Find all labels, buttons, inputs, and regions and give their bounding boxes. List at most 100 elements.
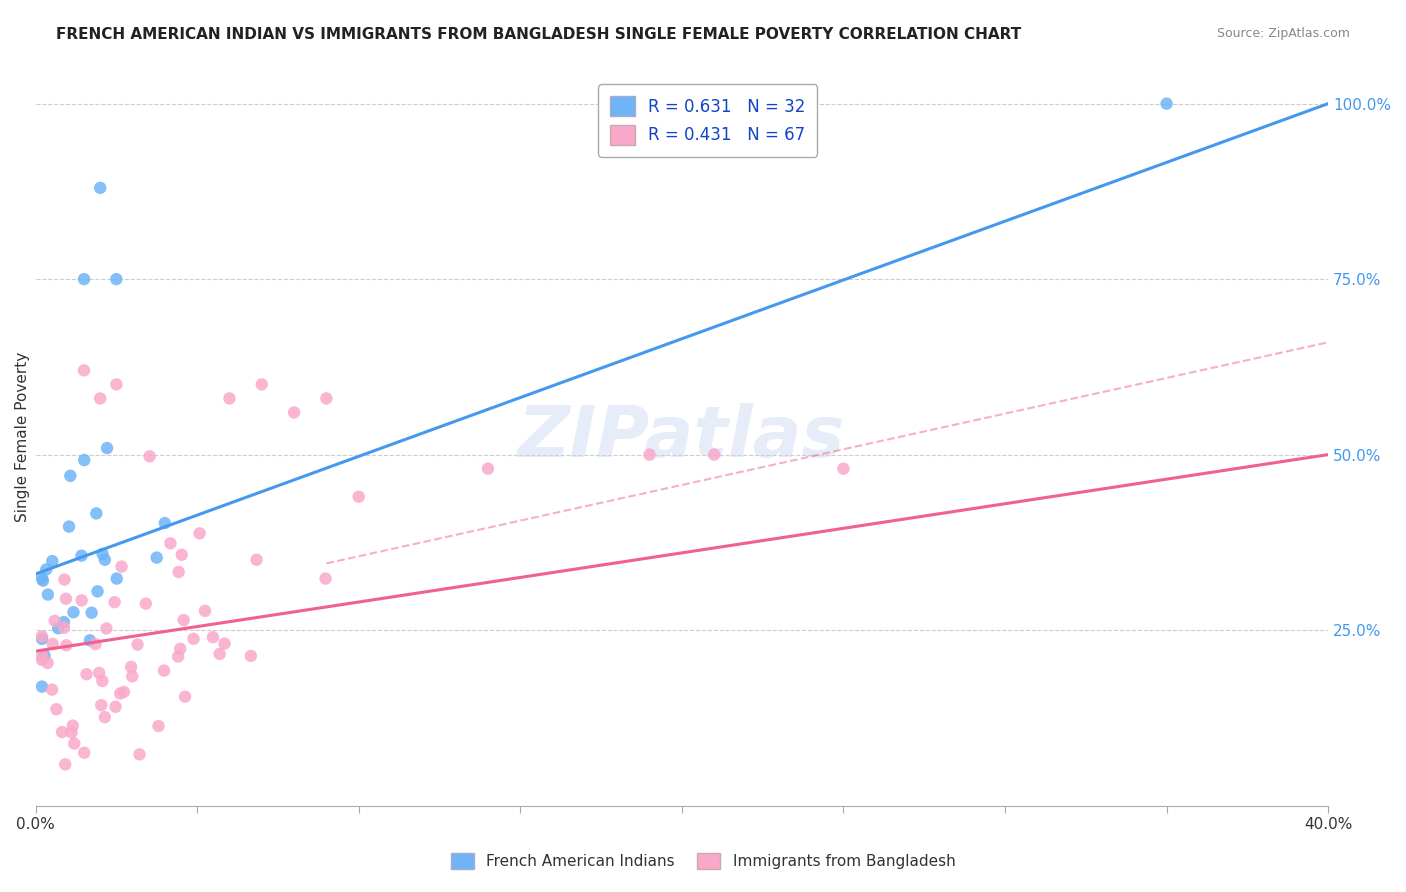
Point [58,519,80,533]
Point [73,363,96,377]
Point [73,746,96,760]
Point [52,615,75,629]
Point [35,562,58,576]
Point [315,392,337,406]
Point [90,698,112,713]
Point [31,680,53,694]
Point [94,710,117,724]
Point [832,461,855,475]
Point [79,633,101,648]
Point [89,392,111,406]
Point [128,747,150,762]
Point [145,550,167,565]
Point [86,507,108,521]
Point [108,686,131,700]
Point [188,526,211,541]
Point [44,614,66,628]
Text: FRENCH AMERICAN INDIAN VS IMMIGRANTS FROM BANGLADESH SINGLE FEMALE POVERTY CORRE: FRENCH AMERICAN INDIAN VS IMMIGRANTS FRO… [56,27,1022,42]
Point [31,571,53,585]
Point [167,565,190,579]
Point [239,648,262,663]
Point [31,653,53,667]
Point [283,405,305,419]
Point [96,441,118,455]
Point [105,272,128,286]
Point [31,632,53,646]
Point [315,572,337,586]
Point [55,591,77,606]
Point [63,737,86,751]
Point [70,593,93,607]
Point [153,664,176,678]
Point [201,630,224,644]
Text: Source: ZipAtlas.com: Source: ZipAtlas.com [1216,27,1350,40]
Point [127,638,149,652]
Point [37,656,59,670]
Point [31,629,53,643]
Point [135,597,157,611]
Point [208,647,231,661]
Point [45,702,67,716]
Point [53,757,76,772]
Point [250,377,273,392]
Point [121,669,143,683]
Point [31,648,53,663]
Point [46,621,69,635]
Point [194,604,217,618]
Point [37,588,59,602]
Point [169,641,191,656]
Point [183,632,205,646]
Point [80,606,103,620]
Point [174,690,197,704]
Point [218,392,240,406]
Point [477,461,499,475]
Point [112,685,135,699]
Point [94,552,117,566]
Point [34,648,56,663]
Point [104,699,127,714]
Point [89,665,111,680]
Point [148,719,170,733]
Point [73,272,96,286]
Point [41,637,63,651]
Point [55,638,77,652]
Point [70,549,93,563]
Point [167,649,190,664]
Point [153,516,176,530]
Point [41,682,63,697]
Point [245,553,267,567]
Point [214,637,236,651]
Legend: R = 0.631   N = 32, R = 0.431   N = 67: R = 0.631 N = 32, R = 0.431 N = 67 [598,84,817,157]
Text: ZIPatlas: ZIPatlas [519,402,845,472]
Point [62,718,84,732]
Legend: French American Indians, Immigrants from Bangladesh: French American Indians, Immigrants from… [444,847,962,875]
Point [110,559,132,574]
Point [1156,96,1178,111]
Point [91,673,114,688]
Point [62,605,84,619]
Point [76,667,98,681]
Point [53,573,76,587]
Point [138,450,160,464]
Point [159,536,181,550]
Point [73,453,96,467]
Point [59,468,82,483]
Point [84,637,107,651]
Point [638,448,661,462]
Point [173,613,195,627]
Point [103,595,125,609]
Point [347,490,370,504]
Point [51,725,73,739]
Point [703,448,725,462]
Point [32,574,55,588]
Point [89,181,111,195]
Point [96,622,118,636]
Point [41,554,63,568]
Point [120,660,142,674]
Point [86,584,108,599]
Point [53,621,76,635]
Point [105,572,128,586]
Point [60,725,83,739]
Point [91,547,114,561]
Point [170,548,193,562]
